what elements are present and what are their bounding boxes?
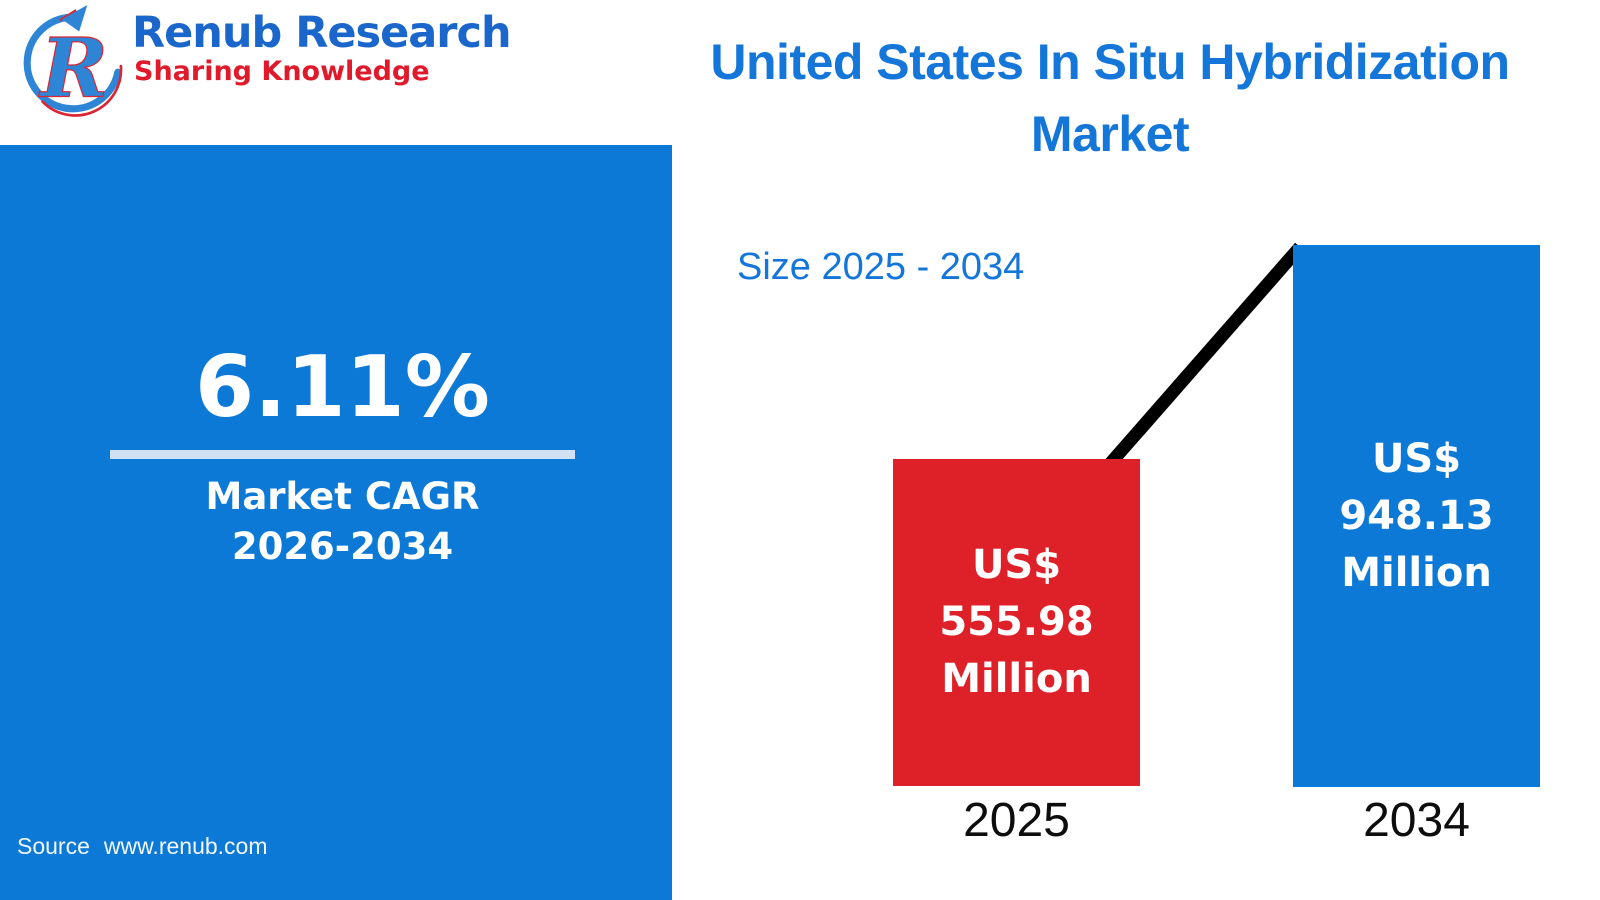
page-title-line2: Market [1030,106,1190,162]
bar-2025-value-line2: 555.98 [939,599,1094,645]
bar-2025-value-line1: US$ [971,542,1062,588]
year-label-2025: 2025 [963,794,1070,847]
cagr-divider [110,450,575,459]
bar-2034: US$ 948.13 Million [1293,245,1540,787]
cagr-label: Market CAGR 2026-2034 [110,472,575,572]
chart-subtitle: Size 2025 - 2034 [737,246,1025,288]
bar-2025-value-line3: Million [941,656,1092,702]
brand-name: Renub Research [132,8,512,58]
source-label: Source [17,833,90,859]
page-title-line1: United States In Situ Hybridization [710,34,1510,90]
brand-header: R Renub Research Sharing Knowledge [12,2,512,118]
bar-2034-value-line1: US$ [1371,435,1462,482]
cagr-value: 6.11% [195,338,490,437]
cagr-panel: 6.11% Market CAGR 2026-2034 Source www.re… [0,145,672,900]
bar-2034-value-line2: 948.13 [1339,492,1494,539]
cagr-label-line2: 2026-2034 [231,525,454,568]
svg-text:R: R [39,22,109,117]
bar-2025: US$ 555.98 Million [893,459,1140,786]
cagr-panel-content: 6.11% Market CAGR 2026-2034 [110,145,575,572]
source-url: www.renub.com [103,833,268,859]
renub-logo-icon: R [23,5,123,117]
page-title: United States In Situ Hybridization Mark… [645,26,1575,170]
source-line: Source www.renub.com [17,833,268,860]
cagr-label-line1: Market CAGR [205,475,480,518]
year-label-2034: 2034 [1363,794,1470,847]
bar-2034-value-line3: Million [1341,549,1492,596]
brand-text: Renub Research Sharing Knowledge [132,2,512,87]
brand-tagline: Sharing Knowledge [134,56,430,87]
